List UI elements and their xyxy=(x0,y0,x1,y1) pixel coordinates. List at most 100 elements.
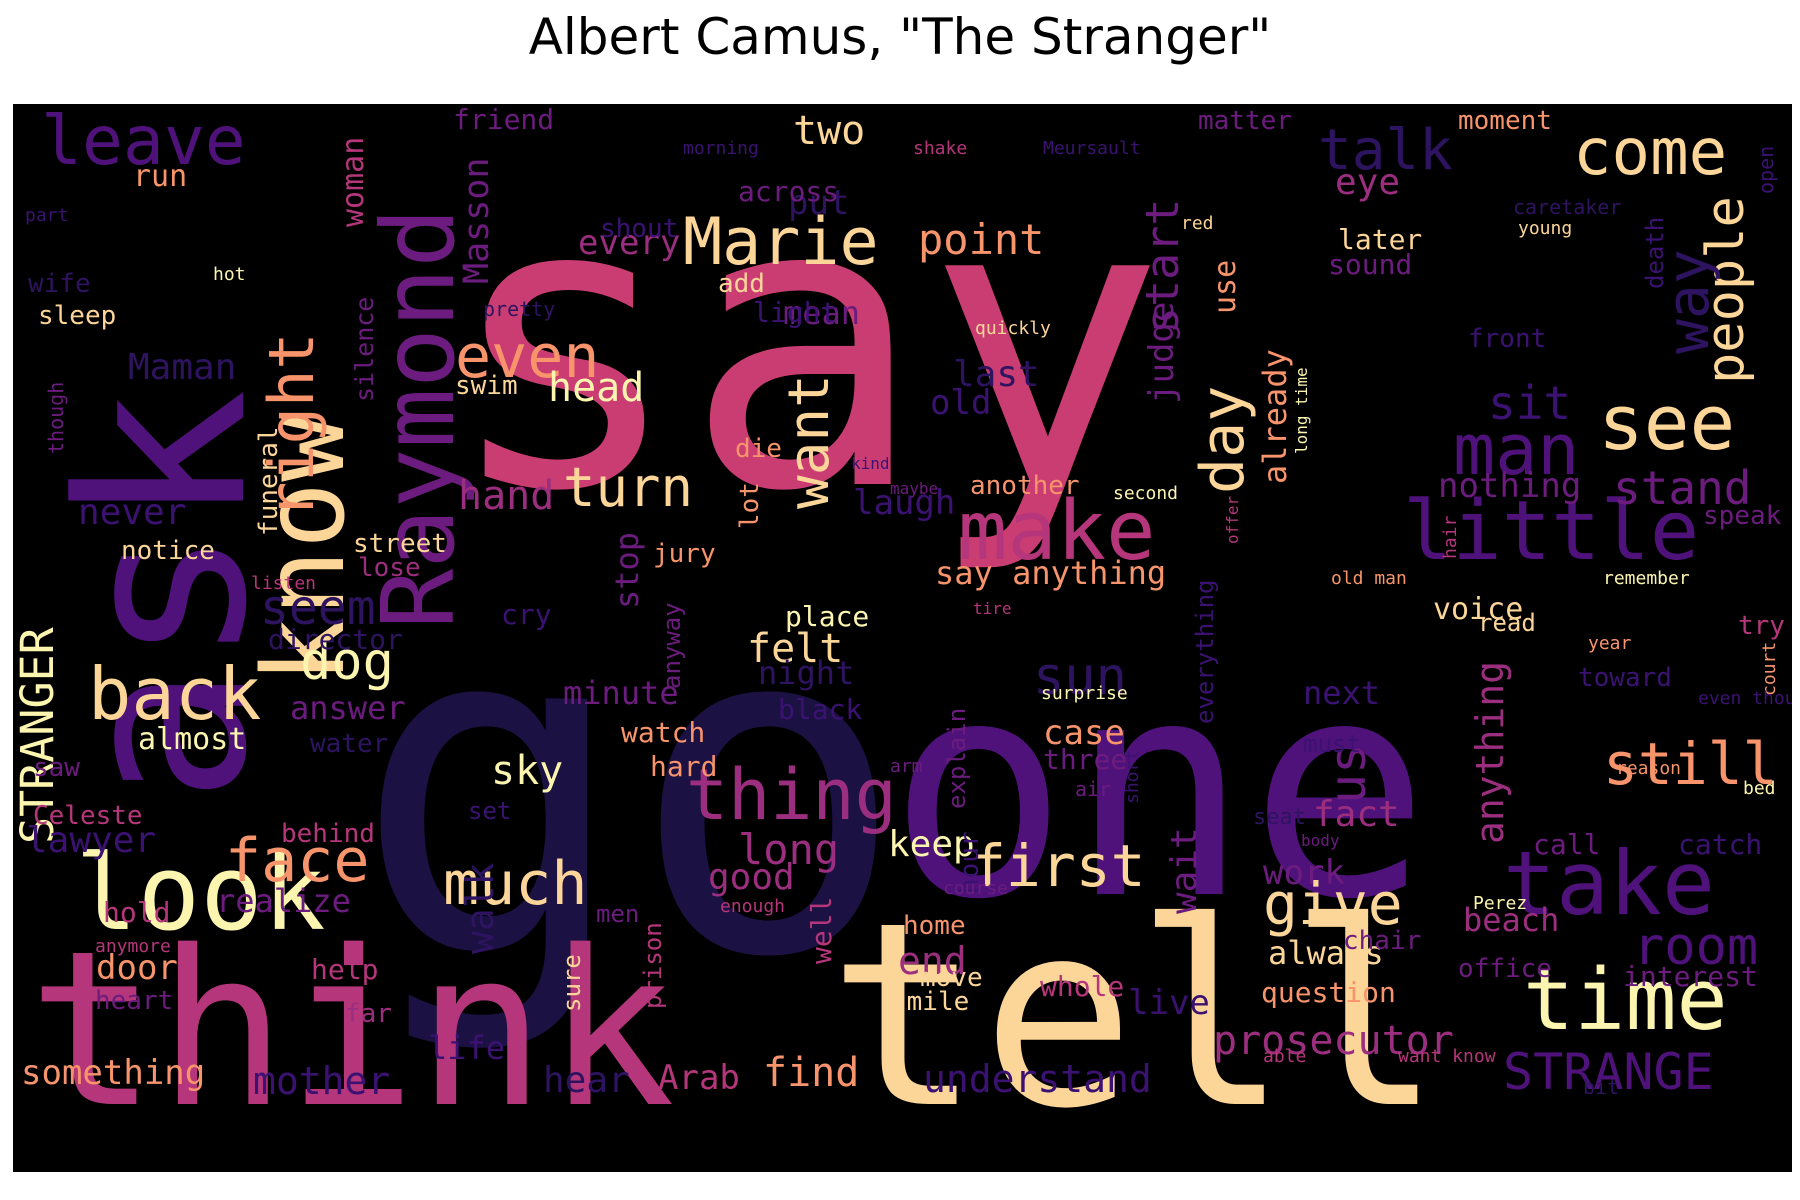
word-lawyer: lawyer xyxy=(26,820,156,861)
word-red: red xyxy=(1181,213,1214,234)
word-life: life xyxy=(428,1029,505,1067)
word-every: every xyxy=(578,223,680,263)
word-young: young xyxy=(1518,218,1572,239)
word-nothing: nothing xyxy=(1438,466,1581,506)
word-surprise: surprise xyxy=(1041,683,1128,704)
word-hand: hand xyxy=(458,473,554,519)
word-night: night xyxy=(758,654,854,692)
word-shout: shout xyxy=(600,214,678,244)
word-back: back xyxy=(88,652,261,736)
word-arm: arm xyxy=(890,756,923,777)
word-strange: STRANGE xyxy=(1503,1043,1714,1101)
word-street: street xyxy=(353,529,447,559)
word-start: start xyxy=(1136,199,1189,334)
word-lose: lose xyxy=(358,553,421,583)
word-anyway: anyway xyxy=(658,602,686,689)
word-wife: wife xyxy=(28,269,91,299)
word-hot: hot xyxy=(213,264,246,285)
word-cry: cry xyxy=(501,598,552,631)
word-even: even xyxy=(455,322,600,392)
word-court: court xyxy=(1759,642,1780,696)
word-sleep: sleep xyxy=(38,301,116,331)
word-black: black xyxy=(778,693,862,726)
word-give: give xyxy=(1263,870,1403,938)
word-last: last xyxy=(953,354,1040,395)
word-walk: walk xyxy=(458,862,502,954)
word-mean: mean xyxy=(783,294,860,332)
word-time: time xyxy=(1523,951,1728,1050)
word-silence: silence xyxy=(350,297,379,402)
word-raymond: Raymond xyxy=(360,208,477,629)
word-thing: thing xyxy=(686,754,897,836)
word-much: much xyxy=(443,849,588,919)
word-though: though xyxy=(44,382,68,454)
word-death: death xyxy=(1641,217,1669,289)
word-room: room xyxy=(1633,917,1758,977)
word-hour: hour xyxy=(955,831,985,894)
word-friend: friend xyxy=(453,104,554,136)
word-bit: bit xyxy=(1583,1075,1619,1099)
word-wait: wait xyxy=(1164,827,1205,914)
word-mother: mother xyxy=(253,1059,390,1103)
word-light: light xyxy=(753,296,837,329)
word-work: work xyxy=(1263,853,1345,893)
word-woman: woman xyxy=(336,137,371,227)
word-right: right xyxy=(255,332,328,519)
word-tell: tell xyxy=(828,868,1442,1165)
word-think: think xyxy=(28,904,675,1155)
word-first: first xyxy=(971,832,1146,900)
word-day: day xyxy=(1188,386,1258,494)
word-front: front xyxy=(1468,324,1546,354)
word-something: something xyxy=(21,1053,205,1093)
word-call: call xyxy=(1533,828,1600,861)
word-one: one xyxy=(888,616,1430,965)
word-case: case xyxy=(1043,713,1125,753)
word-add: add xyxy=(718,269,765,299)
word-beach: beach xyxy=(1463,901,1559,939)
word-end: end xyxy=(898,939,967,983)
word-run: run xyxy=(133,159,187,194)
word-us: us xyxy=(1319,744,1377,804)
word-way: way xyxy=(1654,249,1722,354)
word-reason: reason xyxy=(1616,758,1681,779)
word-understand: understand xyxy=(923,1057,1152,1101)
word-well: well xyxy=(805,897,838,964)
word-shake: shake xyxy=(913,138,967,159)
word-voice: voice xyxy=(1433,592,1523,627)
page-title: Albert Camus, "The Stranger" xyxy=(528,8,1272,66)
word-behind: behind xyxy=(281,819,375,849)
word-meursault: Meursault xyxy=(1043,138,1141,159)
word-masson: Masson xyxy=(457,158,497,284)
word-catch: catch xyxy=(1678,828,1762,861)
word-point: point xyxy=(918,215,1044,264)
word-short: short xyxy=(1122,750,1143,804)
word-bed: bed xyxy=(1743,778,1776,799)
word-talk: talk xyxy=(1318,118,1453,183)
word-water: water xyxy=(310,729,388,759)
word-swim: swim xyxy=(455,371,518,401)
word-people: people xyxy=(1696,196,1756,384)
word-anything: anything xyxy=(1468,661,1512,844)
word-air: air xyxy=(1075,777,1111,801)
word-maman: Maman xyxy=(128,347,236,388)
word-far: far xyxy=(345,999,392,1029)
word-old-man: old man xyxy=(1331,568,1407,589)
word-pretty: pretty xyxy=(483,297,555,321)
word-die: die xyxy=(735,434,782,464)
word-two: two xyxy=(793,108,865,154)
word-sure: sure xyxy=(558,954,586,1012)
word-arab: Arab xyxy=(658,1058,740,1098)
word-director: director xyxy=(268,623,403,656)
word-turn: turn xyxy=(563,456,693,519)
word-stand: stand xyxy=(1613,461,1751,515)
word-good: good xyxy=(708,857,795,898)
word-seat: seat xyxy=(1253,805,1306,830)
word-take: take xyxy=(1503,832,1715,935)
word-saw: saw xyxy=(33,753,80,783)
word-course: course xyxy=(943,878,1008,899)
word-want-know: want know xyxy=(1398,1046,1496,1067)
word-fact: fact xyxy=(1313,794,1400,835)
word-stranger: STRANGER xyxy=(13,626,64,844)
word-go: go xyxy=(353,523,907,1058)
